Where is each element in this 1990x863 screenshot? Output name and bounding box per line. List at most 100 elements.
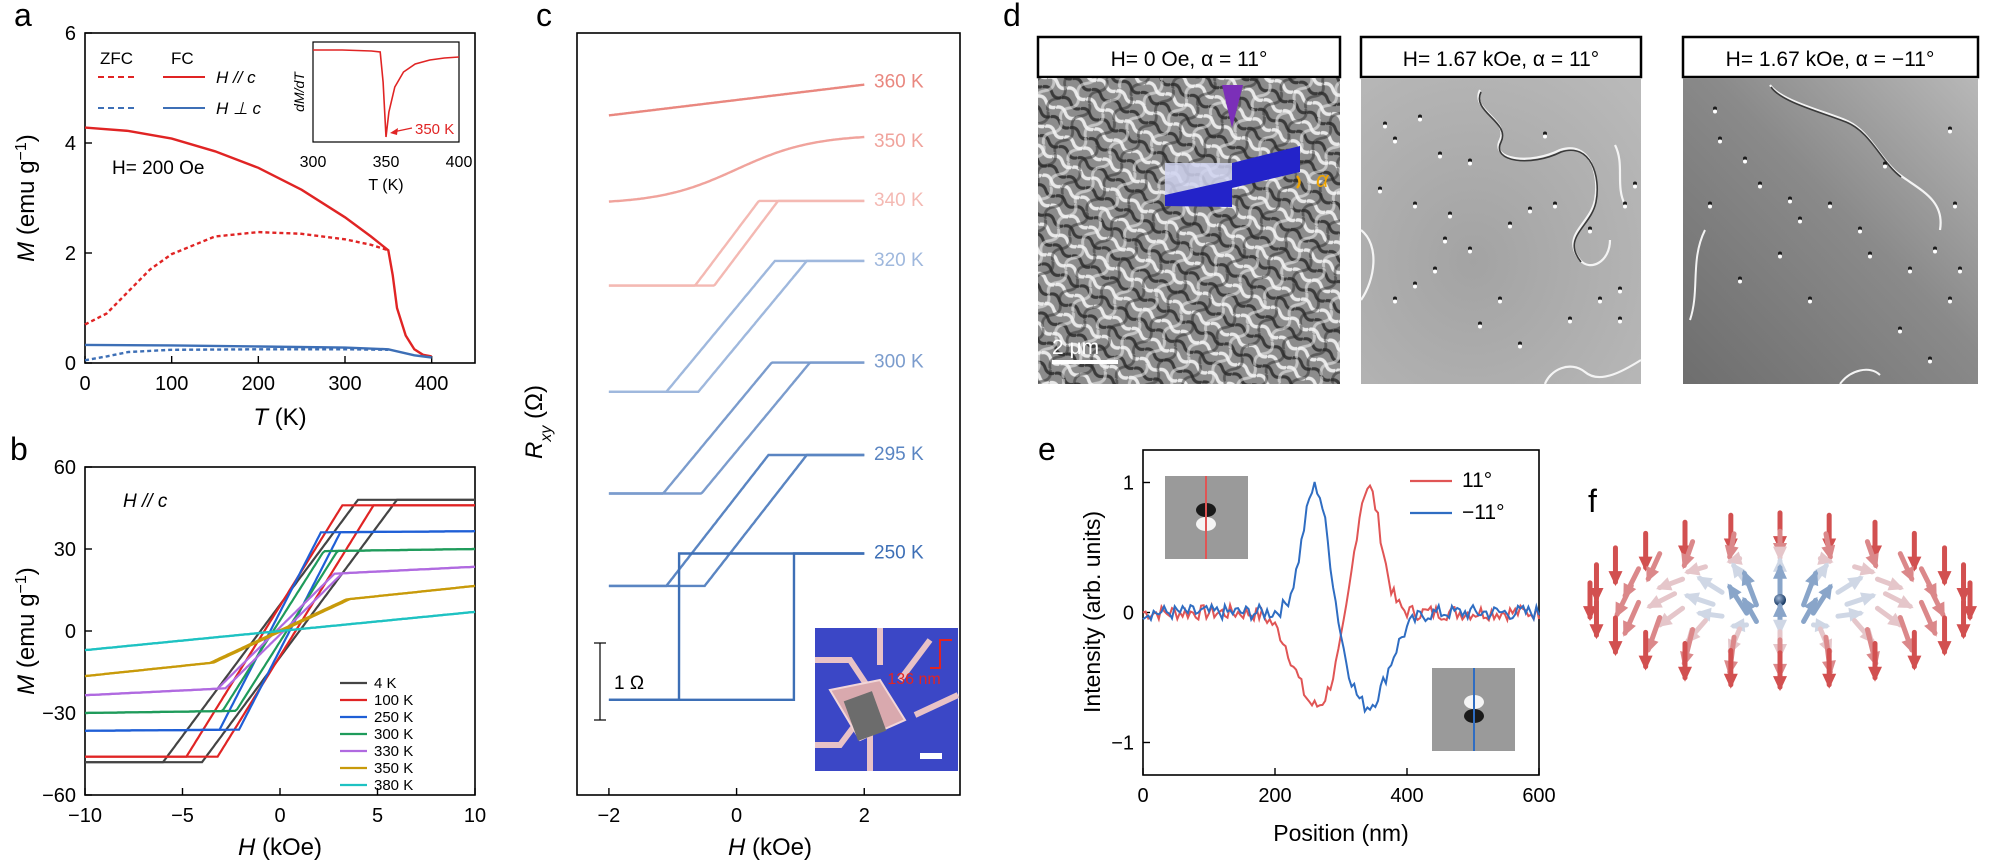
c-loop-label: 295 K bbox=[874, 444, 924, 465]
skyrmion-dot-dark bbox=[1808, 296, 1812, 301]
panel-c-frame bbox=[576, 32, 961, 796]
spin-arrow-head bbox=[1897, 595, 1914, 609]
skyrmion-dot-light bbox=[1478, 324, 1482, 329]
skyrmion-dot-dark bbox=[1518, 341, 1522, 346]
skyrmion-dot-dark bbox=[1528, 206, 1532, 211]
a-ytick-label: 0 bbox=[65, 353, 76, 375]
b-ytick-label: −30 bbox=[42, 703, 76, 725]
ltem-image-2: H= 1.67 kOe, α = 11° bbox=[1359, 35, 1643, 385]
spin-arrow-head bbox=[1887, 577, 1904, 591]
skyrmion-dot-light bbox=[1393, 299, 1397, 304]
inset-series-line bbox=[313, 49, 460, 138]
spin-arrow-head bbox=[1683, 592, 1700, 606]
skyrmion-dot-dark bbox=[1433, 266, 1437, 271]
panel-e-xlabel: Position (nm) bbox=[1273, 820, 1408, 846]
spin-arrow-head bbox=[1937, 641, 1952, 657]
e-inset-bottom bbox=[1432, 668, 1515, 751]
spin-arrow-head bbox=[1931, 601, 1945, 618]
spin-arrow-head bbox=[1924, 620, 1937, 637]
skyrmion-dot-light bbox=[1948, 129, 1952, 134]
skyrmion-dot-dark bbox=[1418, 114, 1422, 119]
a-xtick-label: 100 bbox=[155, 373, 188, 395]
panel-a-axes: 0 100 200 300 400 0 2 4 6 bbox=[65, 23, 448, 395]
panel-c: c −2 0 2 360 K 350 K 340 K 320 K 300 K 295 K 250… bbox=[521, 0, 961, 861]
b-legend-label: 250 K bbox=[374, 709, 413, 726]
skyrmion-dot-dark bbox=[1948, 126, 1952, 131]
spin-arrow-head bbox=[1859, 562, 1876, 576]
skyrmion-dot-dark bbox=[1378, 186, 1382, 191]
c-xtick-label: 2 bbox=[859, 805, 870, 827]
skyrmion-dot-light bbox=[1948, 299, 1952, 304]
spin-arrow-head bbox=[1727, 583, 1742, 600]
panel-b-loops bbox=[84, 498, 476, 764]
skyrmion-dot-dark bbox=[1633, 181, 1637, 186]
skyrmion-dot-dark bbox=[1858, 226, 1862, 231]
panel-c-xlabel: H (kOe) bbox=[728, 834, 812, 861]
panel-c-ylabel: Rxy (Ω) bbox=[521, 385, 555, 459]
c-loop-up bbox=[608, 453, 865, 588]
spin-arrow-head bbox=[1814, 562, 1829, 579]
spin-arrow-head bbox=[1901, 637, 1915, 654]
panel-b-xlabel: H (kOe) bbox=[238, 834, 322, 861]
spin-arrow-head bbox=[1646, 566, 1660, 583]
a-xtick-label: 200 bbox=[242, 373, 275, 395]
spin-arrow-head bbox=[1645, 637, 1659, 654]
c-loop-up bbox=[608, 83, 865, 117]
skyrmion-dot-dark bbox=[1618, 316, 1622, 321]
e-ytick-label: 1 bbox=[1123, 473, 1134, 495]
skyrmion-dot-dark bbox=[1543, 131, 1547, 136]
ltem-scalebar bbox=[1052, 360, 1118, 364]
spin-arrow-head bbox=[1684, 562, 1701, 576]
skyrmion-dot-dark bbox=[1708, 201, 1712, 206]
skyrmion-dot-light bbox=[1383, 124, 1387, 129]
skyrmion-dot-light bbox=[1623, 204, 1627, 209]
skyrmion-dot-light bbox=[1588, 229, 1592, 234]
c-loop-up bbox=[608, 135, 865, 203]
skyrmion-dot-light bbox=[1738, 279, 1742, 284]
inset-ylabel: dM/dT bbox=[291, 71, 307, 112]
spin-arrow-head bbox=[1773, 676, 1787, 692]
spin-arrow-head bbox=[1822, 673, 1837, 689]
spin-arrow-head bbox=[1589, 624, 1604, 640]
skyrmion-dot-light bbox=[1958, 269, 1962, 274]
b-loop-down bbox=[85, 547, 475, 715]
spin-core bbox=[1774, 594, 1786, 606]
spin-arrow-head bbox=[1742, 596, 1756, 614]
spin-arrow-head bbox=[1773, 563, 1787, 579]
c-loop-down bbox=[608, 259, 865, 393]
skyrmion-dot-light bbox=[1828, 204, 1832, 209]
spin-arrow-head bbox=[1638, 556, 1653, 572]
skyrmion-dot-dark bbox=[1448, 211, 1452, 216]
b-legend-label: 100 K bbox=[374, 692, 413, 709]
skyrmion-dot-light bbox=[1553, 204, 1557, 209]
c-loop-label: 350 K bbox=[874, 131, 924, 152]
b-ytick-label: 0 bbox=[65, 621, 76, 643]
skyrmion-dot-dark bbox=[1868, 251, 1872, 256]
skyrmion-dot-dark bbox=[1383, 121, 1387, 126]
a-series-line bbox=[84, 126, 432, 358]
a-series-line bbox=[84, 348, 389, 362]
skyrmion-spin-texture bbox=[1583, 510, 1977, 692]
spin-arrow-head bbox=[1956, 624, 1971, 640]
skyrmion-dot-light bbox=[1443, 239, 1447, 244]
spin-arrow-head bbox=[1678, 666, 1692, 682]
spin-arrow-head bbox=[1848, 607, 1865, 622]
spin-arrow-head bbox=[1821, 544, 1836, 561]
panel-e-profiles bbox=[1142, 481, 1540, 715]
sample-tilt-side bbox=[1232, 146, 1300, 188]
skyrmion-dot-light bbox=[1448, 214, 1452, 219]
skyrmion-dot-light bbox=[1468, 249, 1472, 254]
legend-fc-label: FC bbox=[171, 49, 194, 68]
spin-arrow-head bbox=[1741, 569, 1755, 587]
spin-arrow-head bbox=[1818, 583, 1833, 600]
inset-tick-350: 350 bbox=[373, 154, 400, 171]
inset-xlabel: T (K) bbox=[368, 177, 403, 194]
skyrmion-dot-light bbox=[1618, 319, 1622, 324]
ltem-title-1: H= 0 Oe, α = 11° bbox=[1111, 48, 1268, 71]
b-loop-down bbox=[84, 610, 476, 652]
skyrmion-dot-dark bbox=[1393, 296, 1397, 301]
b-xtick-label: −10 bbox=[68, 805, 102, 827]
a-ytick-label: 2 bbox=[65, 243, 76, 265]
skyrmion-dot-light bbox=[1883, 164, 1887, 169]
